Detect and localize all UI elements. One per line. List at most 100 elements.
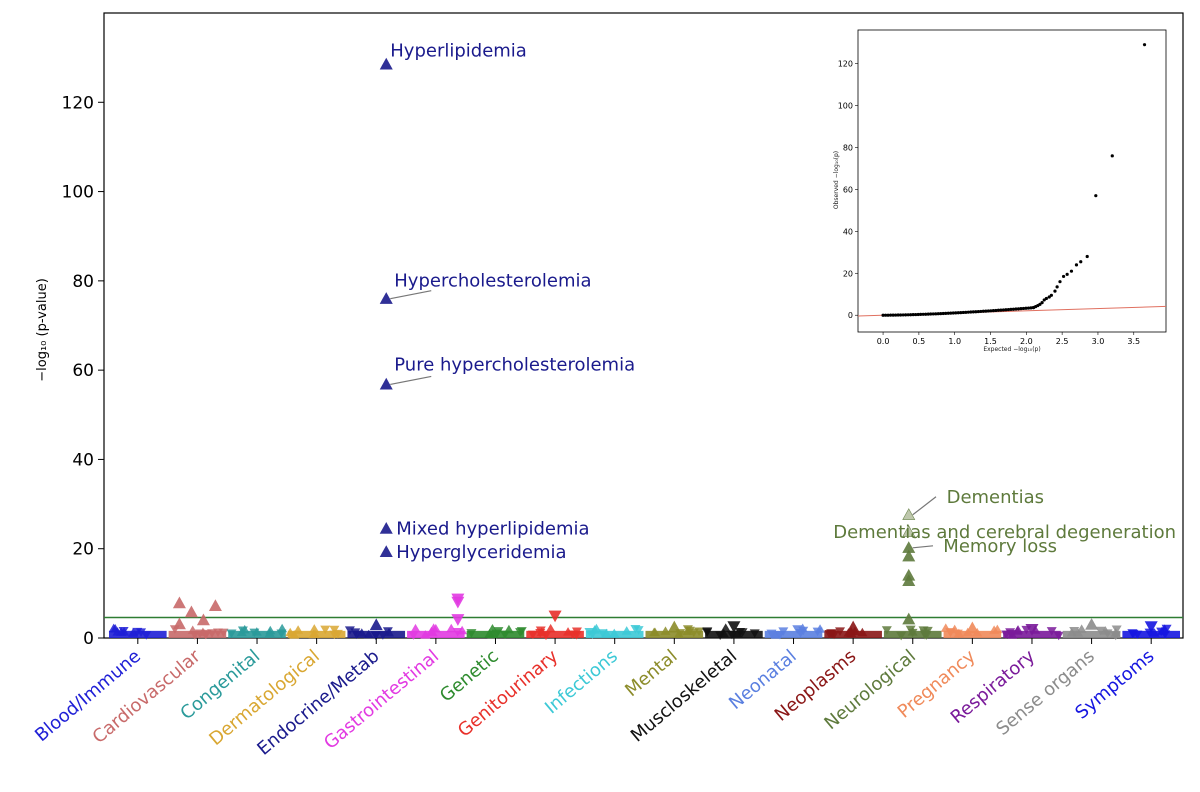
- qq-point: [888, 313, 893, 317]
- data-points: [172, 57, 1158, 636]
- qq-point: [966, 310, 970, 314]
- annotation-label: Dementias: [947, 487, 1044, 508]
- background-point: [1046, 627, 1057, 636]
- qq-point: [1047, 295, 1051, 299]
- background-point: [329, 625, 340, 635]
- qq-y-tick-label: 20: [843, 269, 853, 278]
- qq-point: [999, 308, 1003, 312]
- y-tick-label: 100: [62, 183, 94, 203]
- qq-point: [909, 313, 913, 317]
- qq-point: [914, 312, 918, 317]
- annotation-mixed-hyperlipidemia: Mixed hyperlipidemia: [396, 519, 589, 540]
- background-point: [918, 626, 929, 635]
- background-point: [293, 625, 304, 634]
- x-axis-category-labels: Blood/ImmuneCardiovascularCongenitalDerm…: [31, 638, 1158, 760]
- qq-y-axis: 0 20 40 60 80 100 120: [838, 60, 858, 320]
- qq-y-tick-label: 60: [843, 185, 853, 194]
- data-point: [379, 377, 393, 390]
- background-point: [141, 631, 152, 640]
- qq-point: [976, 309, 980, 314]
- data-point: [902, 508, 916, 520]
- background-point: [1110, 631, 1121, 641]
- band-infections: [584, 623, 644, 639]
- background-point: [541, 631, 552, 641]
- point-annotations: Hyperlipidemia Hypercholesterolemia Pure h…: [390, 40, 1176, 563]
- qq-point: [944, 311, 948, 315]
- background-point: [382, 627, 393, 636]
- qq-point: [899, 313, 903, 317]
- background-point: [320, 625, 331, 635]
- qq-y-tick-label: 80: [843, 143, 853, 152]
- qq-point: [1061, 274, 1066, 279]
- qq-point: [929, 312, 933, 316]
- qq-point: [1024, 306, 1028, 310]
- qq-x-tick-label: 1.5: [984, 337, 997, 346]
- background-point: [1069, 627, 1080, 636]
- qq-point: [939, 311, 943, 316]
- qq-point: [883, 313, 888, 317]
- annotation-label: Hyperglyceridemia: [396, 542, 566, 563]
- background-point: [940, 623, 951, 632]
- qq-point: [936, 312, 940, 316]
- qq-point: [924, 312, 928, 316]
- annotation-label: Hyperlipidemia: [390, 40, 527, 61]
- qq-point: [1069, 269, 1074, 273]
- qq-point: [979, 309, 983, 314]
- data-point: [196, 613, 210, 626]
- background-point: [774, 630, 785, 640]
- data-point: [451, 596, 465, 609]
- band-genetic: [466, 624, 527, 640]
- qq-point: [996, 308, 1000, 312]
- category-label-cardiovascular: Cardiovascular: [89, 645, 206, 748]
- background-point: [766, 629, 777, 639]
- qq-point: [989, 309, 993, 313]
- background-point: [587, 630, 598, 639]
- background-point: [812, 627, 823, 637]
- qq-point: [1058, 280, 1062, 284]
- background-point: [660, 626, 671, 635]
- qq-point: [1026, 306, 1031, 310]
- annotation-label: Dementias and cerebral degeneration: [833, 522, 1176, 543]
- qq-point: [1029, 306, 1033, 310]
- qq-point: [1094, 194, 1098, 198]
- background-point: [363, 629, 374, 639]
- background-point: [702, 627, 713, 636]
- background-point: [1149, 628, 1160, 637]
- band-cardiovascular: [168, 625, 229, 640]
- background-point: [718, 628, 729, 638]
- background-point: [633, 626, 644, 635]
- annotation-label: Memory loss: [943, 536, 1057, 557]
- background-point: [200, 630, 211, 640]
- background-point: [688, 628, 699, 638]
- background-point: [737, 628, 748, 637]
- qq-x-tick-label: 3.0: [1092, 337, 1105, 346]
- qq-x-axis-label: Expected −log₁₀(p): [983, 346, 1040, 353]
- background-point: [187, 625, 198, 634]
- background-point: [426, 626, 437, 636]
- annotation-hyperlipidemia: Hyperlipidemia: [390, 40, 527, 61]
- qq-point: [919, 312, 923, 317]
- background-point: [277, 623, 288, 633]
- qq-point: [1079, 260, 1083, 264]
- background-point: [515, 628, 526, 637]
- data-point: [965, 621, 979, 634]
- qq-point: [1053, 289, 1057, 293]
- y-tick-label: 80: [72, 272, 94, 292]
- background-point: [846, 628, 857, 638]
- background-point: [571, 631, 582, 640]
- qq-point: [949, 311, 953, 315]
- background-point: [264, 628, 275, 637]
- qq-point: [1011, 307, 1016, 311]
- qq-point: [1001, 308, 1006, 312]
- background-point: [749, 629, 760, 638]
- background-point: [827, 629, 838, 638]
- background-point: [289, 630, 300, 639]
- qq-point: [941, 311, 945, 316]
- data-point: [902, 525, 916, 537]
- band-fill: [943, 630, 1002, 638]
- qq-point: [1031, 305, 1036, 310]
- annotation-leader: [390, 375, 432, 386]
- qq-plot-inset: 0 20 40 60 80 100 120 0.0 0.5 1.0 1.5 2.0 2.5 3.0 3.5…: [833, 29, 1167, 353]
